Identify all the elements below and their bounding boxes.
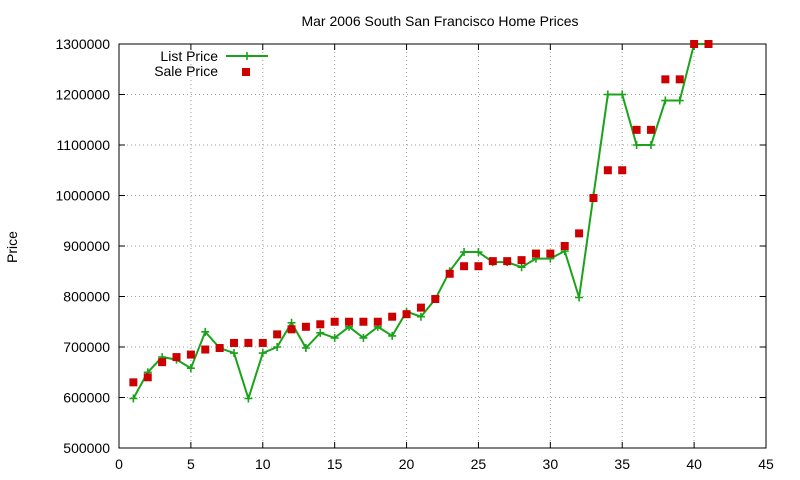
sale-price-point <box>287 325 296 334</box>
list-price-point <box>258 349 267 358</box>
x-tick-label: 25 <box>471 456 487 472</box>
x-tick-label: 5 <box>187 456 195 472</box>
list-price-point <box>330 333 339 342</box>
sale-price-point <box>488 257 497 266</box>
sale-price-point <box>560 242 569 250</box>
sale-price-point <box>589 194 598 203</box>
list-price-point <box>618 90 627 99</box>
sale-price-point <box>330 317 339 326</box>
list-price-point <box>603 90 612 99</box>
list-price-point <box>230 349 239 358</box>
x-tick-label: 30 <box>543 456 559 472</box>
y-tick-label: 500000 <box>63 440 110 456</box>
sale-price-point <box>172 353 181 362</box>
list-price-point <box>301 344 310 353</box>
y-tick-label: 1000000 <box>55 188 110 204</box>
y-tick-label: 700000 <box>63 339 110 355</box>
x-tick-label: 45 <box>758 456 774 472</box>
legend-marker-list-price <box>243 52 251 60</box>
sale-price-point <box>402 310 411 319</box>
sale-price-point <box>431 295 440 304</box>
x-tick-label: 40 <box>686 456 702 472</box>
sale-price-point <box>129 378 138 387</box>
sale-price-point <box>503 257 512 266</box>
list-price-point <box>632 141 641 149</box>
list-price-point <box>273 343 282 351</box>
y-tick-label: 900000 <box>63 238 110 254</box>
legend-label-list-price: List Price <box>160 48 218 64</box>
sale-price-point <box>632 125 641 134</box>
y-tick-label: 1300000 <box>55 36 110 52</box>
x-tick-label: 15 <box>327 456 343 472</box>
sale-price-point <box>316 320 325 329</box>
sale-price-point <box>474 262 483 271</box>
list-price-point <box>388 331 397 340</box>
sale-price-point <box>416 303 425 312</box>
y-tick-label: 1200000 <box>55 87 110 103</box>
sale-price-point <box>143 373 152 382</box>
sale-price-point <box>603 166 612 175</box>
list-price-point <box>517 263 526 272</box>
grid-lines <box>119 44 766 448</box>
sale-price-point <box>258 338 267 347</box>
list-price-point <box>661 96 670 105</box>
list-price-point <box>416 312 425 321</box>
sale-price-point <box>388 312 397 321</box>
sale-price-point <box>345 317 354 326</box>
list-price-point <box>316 328 325 337</box>
sale-price-point <box>618 166 627 175</box>
sale-price-point <box>517 256 526 265</box>
list-price-point <box>201 327 210 336</box>
list-price-point <box>474 248 483 257</box>
sale-price-point <box>460 262 469 271</box>
sale-price-point <box>230 338 239 347</box>
x-tick-label: 10 <box>255 456 271 472</box>
list-price-point <box>575 293 584 302</box>
legend-label-sale-price: Sale Price <box>154 63 218 79</box>
sale-price-series <box>129 40 713 387</box>
sale-price-point <box>215 344 224 353</box>
axes: 0 5 10 15 20 25 30 35 40 45 500000 600000 700000 8000… <box>55 36 774 472</box>
sale-price-point <box>704 40 713 48</box>
y-axis-label: Price <box>4 231 20 263</box>
y-tick-label: 1100000 <box>57 137 111 153</box>
y-tick-label: 600000 <box>63 390 110 406</box>
sale-price-point <box>575 229 584 238</box>
legend-marker-sale-price <box>242 68 250 76</box>
sale-price-point <box>373 317 382 326</box>
list-price-point <box>359 333 368 342</box>
list-price-point <box>244 394 253 403</box>
sale-price-point <box>661 75 670 84</box>
sale-price-point <box>531 249 540 258</box>
x-tick-label: 35 <box>614 456 630 472</box>
sale-price-point <box>273 330 282 339</box>
y-tick-label: 800000 <box>63 289 110 305</box>
list-price-point <box>646 141 655 149</box>
x-tick-label: 20 <box>399 456 415 472</box>
sale-price-point <box>546 249 555 258</box>
sale-price-point <box>158 358 167 367</box>
sale-price-point <box>301 322 310 331</box>
sale-price-point <box>445 269 454 278</box>
list-price-point <box>675 96 684 105</box>
chart-title: Mar 2006 South San Francisco Home Prices <box>301 13 578 29</box>
sale-price-point <box>186 350 195 359</box>
sale-price-point <box>690 40 699 48</box>
list-price-point <box>186 364 195 373</box>
x-tick-label: 0 <box>115 456 123 472</box>
list-price-point <box>129 394 138 403</box>
list-price-point <box>460 248 469 257</box>
sale-price-point <box>244 338 253 347</box>
sale-price-point <box>675 75 684 84</box>
sale-price-point <box>359 317 368 326</box>
sale-price-point <box>201 345 210 354</box>
sale-price-point <box>646 125 655 134</box>
